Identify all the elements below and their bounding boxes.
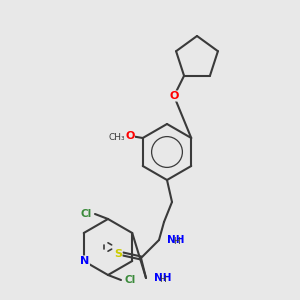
Text: O: O — [169, 91, 179, 101]
Text: NH: NH — [167, 235, 184, 245]
Text: CH₃: CH₃ — [108, 133, 125, 142]
Text: H: H — [160, 275, 167, 284]
Text: S: S — [114, 249, 122, 259]
Text: NH: NH — [154, 273, 172, 283]
Text: O: O — [125, 131, 134, 141]
Text: H: H — [172, 238, 179, 247]
Text: Cl: Cl — [80, 209, 92, 219]
Text: Cl: Cl — [124, 275, 136, 285]
Text: N: N — [80, 256, 89, 266]
